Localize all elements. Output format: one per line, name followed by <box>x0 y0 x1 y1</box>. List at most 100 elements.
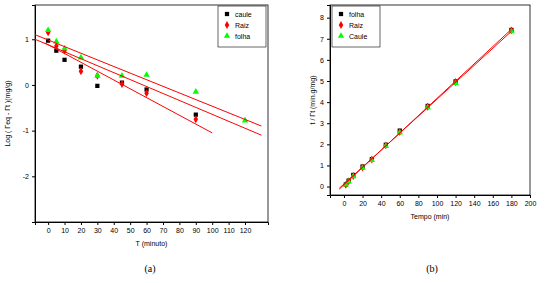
caption: (a) <box>144 263 155 275</box>
x-tick-label: 20 <box>359 200 367 207</box>
x-tick-mark <box>97 222 98 225</box>
x-tick: 40 <box>110 222 118 234</box>
x-tick-label: 0 <box>47 227 51 234</box>
x-tick-mark <box>381 195 382 198</box>
x-tick-mark <box>179 222 180 225</box>
y-tick-label: -2 <box>23 173 29 180</box>
data-point <box>95 72 100 80</box>
data-point <box>45 26 51 32</box>
x-tick-mark <box>130 222 131 225</box>
y-tick-label: 8 <box>320 14 324 21</box>
legend: caule Raiz folha <box>218 6 266 47</box>
y-tick-mark <box>327 187 330 188</box>
x-tick: 60 <box>143 222 151 234</box>
x-tick-mark <box>229 222 230 225</box>
y-tick-label: 4 <box>320 99 324 106</box>
x-tick: 30 <box>94 222 102 234</box>
panel: 0102030405060708090100110120-2-101T (min… <box>4 5 269 275</box>
fit-line <box>45 43 212 133</box>
y-tick-label: 6 <box>320 57 324 64</box>
x-tick-label: 60 <box>396 200 404 207</box>
legend-marker <box>225 12 229 16</box>
x-tick-label: 140 <box>469 200 481 207</box>
x-tick-mark <box>147 222 148 225</box>
x-tick: 70 <box>160 222 168 234</box>
fit-line <box>35 39 261 135</box>
x-tick-label: 30 <box>94 227 102 234</box>
plot-frame <box>330 5 530 195</box>
legend-marker <box>338 32 344 38</box>
x-tick-label: 200 <box>525 200 537 207</box>
x-tick: 0 <box>343 195 347 207</box>
y-tick-mark <box>327 144 330 145</box>
caption: (b) <box>426 263 438 275</box>
y-tick-mark <box>327 39 330 40</box>
x-tick-label: 110 <box>224 227 235 234</box>
x-tick-label: 180 <box>506 200 518 207</box>
legend-marker <box>225 21 230 29</box>
x-tick-label: 40 <box>110 227 118 234</box>
y-tick-mark <box>327 18 330 19</box>
data-point <box>143 71 149 77</box>
x-tick: 120 <box>240 222 252 234</box>
y-tick: 6 <box>320 57 330 64</box>
marks <box>339 26 514 189</box>
x-tick-mark <box>114 222 115 225</box>
y-tick-label: 0 <box>25 82 29 89</box>
x-axis: 020406080100120140160180200 <box>331 195 537 207</box>
x-tick: 0 <box>47 222 51 234</box>
x-tick-mark <box>474 195 475 198</box>
x-tick-mark <box>65 222 66 225</box>
x-tick-mark <box>81 222 82 225</box>
y-axis: -2-101 <box>23 6 36 223</box>
y-axis-title: Log ( Γeq - Γt )(mg/g) <box>4 80 12 146</box>
legend-label: Raiz <box>235 22 250 29</box>
plot-frame <box>35 5 268 222</box>
x-tick: 10 <box>61 222 69 234</box>
y-tick: 8 <box>320 14 330 21</box>
x-tick-label: 50 <box>127 227 135 234</box>
y-tick: 0 <box>25 82 35 89</box>
legend-box <box>218 6 266 47</box>
x-tick-label: 160 <box>487 200 499 207</box>
y-tick-label: 0 <box>320 183 324 190</box>
x-tick-mark <box>530 195 531 198</box>
x-tick: 200 <box>525 195 537 207</box>
y-tick: 7 <box>320 36 330 43</box>
x-tick-mark <box>245 222 246 225</box>
x-tick-mark <box>212 222 213 225</box>
legend-box <box>332 6 380 47</box>
fit-line <box>35 35 261 126</box>
legend-marker <box>339 21 344 29</box>
y-tick: 0 <box>320 183 330 190</box>
x-axis-line <box>331 196 531 199</box>
data-point <box>508 28 514 34</box>
x-tick-mark <box>511 195 512 198</box>
x-axis: 0102030405060708090100110120 <box>36 222 269 234</box>
x-tick-mark <box>456 195 457 198</box>
x-tick: 110 <box>224 222 235 234</box>
x-tick-mark <box>400 195 401 198</box>
y-tick: 2 <box>320 141 330 148</box>
x-tick-label: 100 <box>207 227 219 234</box>
y-tick-label: 3 <box>320 120 324 127</box>
x-tick-label: 80 <box>176 227 184 234</box>
legend-label: Raiz <box>349 22 364 29</box>
data-point <box>194 115 199 123</box>
x-tick: 60 <box>396 195 404 207</box>
y-tick-mark <box>32 39 35 40</box>
x-tick-mark <box>344 195 345 198</box>
x-tick-mark <box>163 222 164 225</box>
y-tick: 1 <box>320 162 330 169</box>
legend-marker <box>339 12 343 16</box>
x-tick-label: 40 <box>378 200 386 207</box>
x-tick: 80 <box>176 222 184 234</box>
x-tick-mark <box>48 222 49 225</box>
legend-label: caule <box>235 11 252 18</box>
legend-label: folha <box>235 33 250 40</box>
x-axis-line <box>36 223 269 226</box>
legend-label: Caule <box>349 33 367 40</box>
x-tick-label: 70 <box>160 227 168 234</box>
x-tick-mark <box>437 195 438 198</box>
y-axis-title: t / Γt (min.g/mg) <box>309 76 317 125</box>
